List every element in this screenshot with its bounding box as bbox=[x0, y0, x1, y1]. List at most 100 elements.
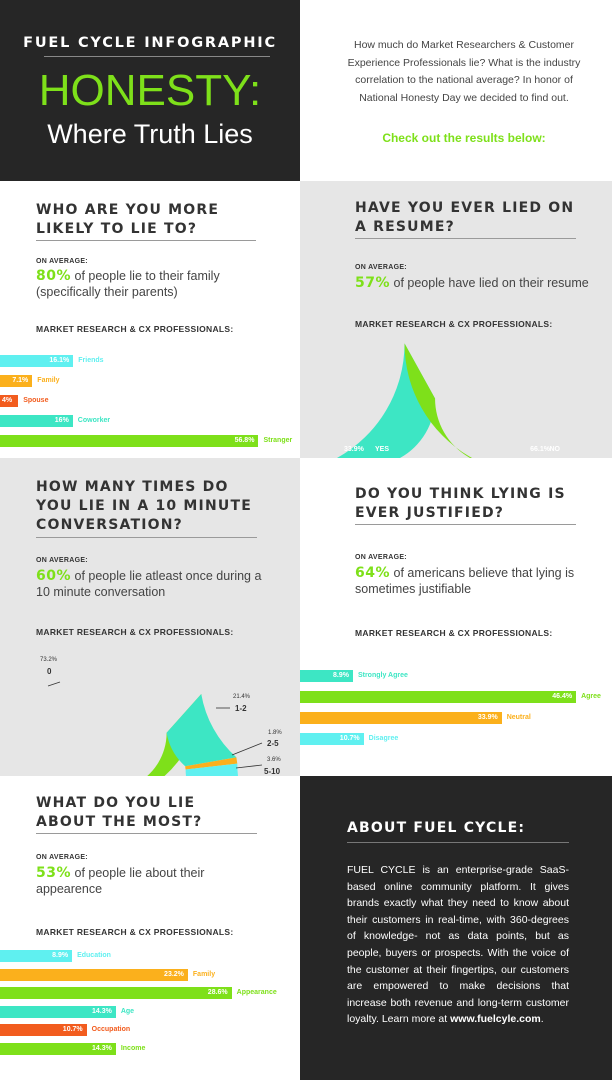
slice-1-2-category: 1-2 bbox=[235, 704, 247, 713]
about-link[interactable]: www.fuelcyle.com bbox=[450, 1013, 541, 1026]
bar-occupation: 10.7% Occupation bbox=[0, 1024, 130, 1036]
slice-no-category: NO bbox=[550, 446, 561, 453]
bar-category-label: Stranger bbox=[263, 437, 293, 444]
bar-appearance: 28.6% Appearance bbox=[0, 987, 277, 999]
bar-value-label: 8.9% bbox=[332, 672, 349, 679]
bar-value-label: 7.1% bbox=[12, 377, 29, 384]
leader-line bbox=[231, 742, 263, 756]
lie-about-stat-pct: 53% bbox=[36, 865, 72, 881]
bar-value-label: 8.9% bbox=[52, 952, 69, 959]
bar-value-label: 56.8% bbox=[234, 437, 255, 444]
bar-neutral: 33.9% Neutral bbox=[300, 712, 531, 724]
about-panel: ABOUT FUEL CYCLE: FUEL CYCLE is an enter… bbox=[300, 776, 612, 1080]
header-panel: FUEL CYCLE INFOGRAPHIC HONESTY: Where Tr… bbox=[0, 0, 300, 181]
lie-to-on-average: ON AVERAGE: bbox=[36, 258, 88, 265]
bar-value-label: 16.1% bbox=[49, 357, 70, 364]
lie-about-mr-label: MARKET RESEARCH & CX PROFESSIONALS: bbox=[36, 927, 234, 937]
bar-category-label: Coworker bbox=[77, 417, 111, 424]
bar-category-label: Family bbox=[192, 970, 216, 978]
justified-bar-chart: 8.9% Strongly Agree 46.4% Agree 33.9% Neutral… bbox=[300, 458, 612, 776]
bar-disagree: 10.7% Disagree bbox=[300, 733, 398, 745]
bar-category-label: Appearance bbox=[236, 989, 277, 996]
bar-value-label: 14.3% bbox=[91, 1007, 112, 1015]
resume-mr-label: MARKET RESEARCH & CX PROFESSIONALS: bbox=[355, 319, 553, 329]
resume-stat-pct: 57% bbox=[355, 275, 391, 291]
lie-about-stat-text: of people lie about their appearence bbox=[36, 866, 205, 896]
justified-stat: 64% of americans believe that lying is s… bbox=[355, 565, 595, 597]
bar-category-label: Education bbox=[77, 952, 111, 959]
lie-to-stat: 80% of people lie to their family (speci… bbox=[36, 268, 286, 300]
slice-5-10-category: 5-10 bbox=[264, 767, 281, 776]
bar-coworker: 16% Coworker bbox=[0, 415, 110, 427]
resume-donut-chart: 33.9% YES 66.1% NO bbox=[337, 343, 599, 458]
bar-category-label: Income bbox=[120, 1044, 146, 1052]
about-body-end: . bbox=[540, 1013, 544, 1026]
bar-strongly-agree: 8.9% Strongly Agree bbox=[300, 670, 408, 682]
leader-line bbox=[235, 764, 263, 769]
about-body-text: FUEL CYCLE is an enterprise-grade SaaS-b… bbox=[347, 864, 569, 1026]
slice-2-5 bbox=[185, 757, 238, 770]
bar-age: 14.3% Age bbox=[0, 1005, 134, 1018]
bar-category-label: Strongly Agree bbox=[357, 672, 408, 679]
bar-category-label: Occupation bbox=[91, 1026, 131, 1033]
bar-category-label: Spouse bbox=[23, 397, 49, 404]
bar-category-label: Agree bbox=[581, 693, 601, 700]
slice-2-5-value: 1.8% bbox=[268, 730, 282, 736]
times-donut-chart: 73.2% 0 21.4% 1-2 1.8% 2-5 3.6% 5-10 bbox=[18, 657, 282, 776]
bar-value-label: 14.3% bbox=[91, 1044, 112, 1052]
slice-5-10 bbox=[185, 763, 238, 776]
times-title: HOW MANY TIMES DO YOU LIE IN A 10 MINUTE… bbox=[36, 479, 252, 533]
justified-on-average: ON AVERAGE: bbox=[355, 554, 407, 561]
times-stat: 60% of people lie atleast once during a … bbox=[36, 568, 276, 600]
about-rule bbox=[347, 842, 569, 843]
lie-to-stat-text: of people lie to their family (specifica… bbox=[36, 269, 220, 299]
resume-stat: 57% of people have lied on their resume bbox=[355, 275, 605, 291]
slice-0-category: 0 bbox=[47, 667, 52, 676]
bar-value-label: 4% bbox=[2, 397, 13, 404]
times-panel: HOW MANY TIMES DO YOU LIE IN A 10 MINUTE… bbox=[0, 458, 300, 776]
slice-yes-category: YES bbox=[375, 446, 389, 453]
bar-family: 23.2% Family bbox=[0, 968, 215, 981]
bar-category-label: Disagree bbox=[368, 735, 399, 742]
lie-to-stat-pct: 80% bbox=[36, 268, 72, 284]
times-stat-text: of people lie atleast once during a 10 m… bbox=[36, 569, 262, 599]
slice-no bbox=[404, 343, 599, 458]
slice-5-10-value: 3.6% bbox=[267, 757, 281, 763]
slice-2-5-category: 2-5 bbox=[267, 739, 279, 748]
bar-agree: 46.4% Agree bbox=[300, 691, 601, 703]
about-title: ABOUT FUEL CYCLE: bbox=[347, 820, 526, 836]
bar-family: 7.1% Family bbox=[0, 375, 59, 387]
resume-stat-text: of people have lied on their resume bbox=[390, 276, 589, 290]
bar-value-label: 10.7% bbox=[62, 1026, 83, 1033]
slice-no-label: 66.1% bbox=[530, 446, 551, 453]
justified-mr-label: MARKET RESEARCH & CX PROFESSIONALS: bbox=[355, 628, 553, 638]
lie-about-on-average: ON AVERAGE: bbox=[36, 854, 88, 861]
resume-on-average: ON AVERAGE: bbox=[355, 264, 407, 271]
about-body: FUEL CYCLE is an enterprise-grade SaaS-b… bbox=[347, 862, 569, 1028]
lie-about-panel: WHAT DO YOU LIE ABOUT THE MOST? ON AVERA… bbox=[0, 776, 300, 1080]
resume-title: HAVE YOU EVER LIED ON A RESUME? bbox=[355, 200, 575, 235]
lie-about-title: WHAT DO YOU LIE ABOUT THE MOST? bbox=[36, 795, 203, 830]
bar-income: 14.3% Income bbox=[0, 1042, 145, 1055]
lie-to-bar-chart: 16.1% Friends 7.1% Family 4% Spouse 16% Coworke… bbox=[0, 181, 300, 458]
slice-1-2 bbox=[166, 693, 237, 767]
lie-to-mr-label: MARKET RESEARCH & CX PROFESSIONALS: bbox=[36, 324, 234, 334]
lie-about-rule bbox=[36, 833, 257, 834]
bar-friends: 16.1% Friends bbox=[0, 355, 104, 367]
bar-value-label: 28.6% bbox=[207, 989, 228, 996]
bar-stranger: 56.8% Stranger bbox=[0, 435, 292, 447]
justified-title: DO YOU THINK LYING IS EVER JUSTIFIED? bbox=[355, 486, 566, 521]
bar-category-label: Age bbox=[120, 1007, 135, 1015]
bar-value-label: 10.7% bbox=[339, 735, 360, 742]
times-stat-pct: 60% bbox=[36, 568, 72, 584]
bar-category-label: Family bbox=[37, 377, 60, 384]
header-kicker: FUEL CYCLE INFOGRAPHIC bbox=[23, 35, 277, 51]
slice-1-2-value: 21.4% bbox=[233, 694, 251, 700]
intro-text: How much do Market Researchers & Custome… bbox=[347, 39, 581, 104]
lie-to-title: WHO ARE YOU MORE LIKELY TO LIE TO? bbox=[36, 202, 220, 237]
times-on-average: ON AVERAGE: bbox=[36, 557, 88, 564]
bar-value-label: 33.9% bbox=[477, 714, 498, 721]
bar-value-label: 46.4% bbox=[552, 693, 573, 700]
header-subtitle: Where Truth Lies bbox=[47, 119, 253, 149]
intro-panel: How much do Market Researchers & Custome… bbox=[300, 0, 612, 181]
